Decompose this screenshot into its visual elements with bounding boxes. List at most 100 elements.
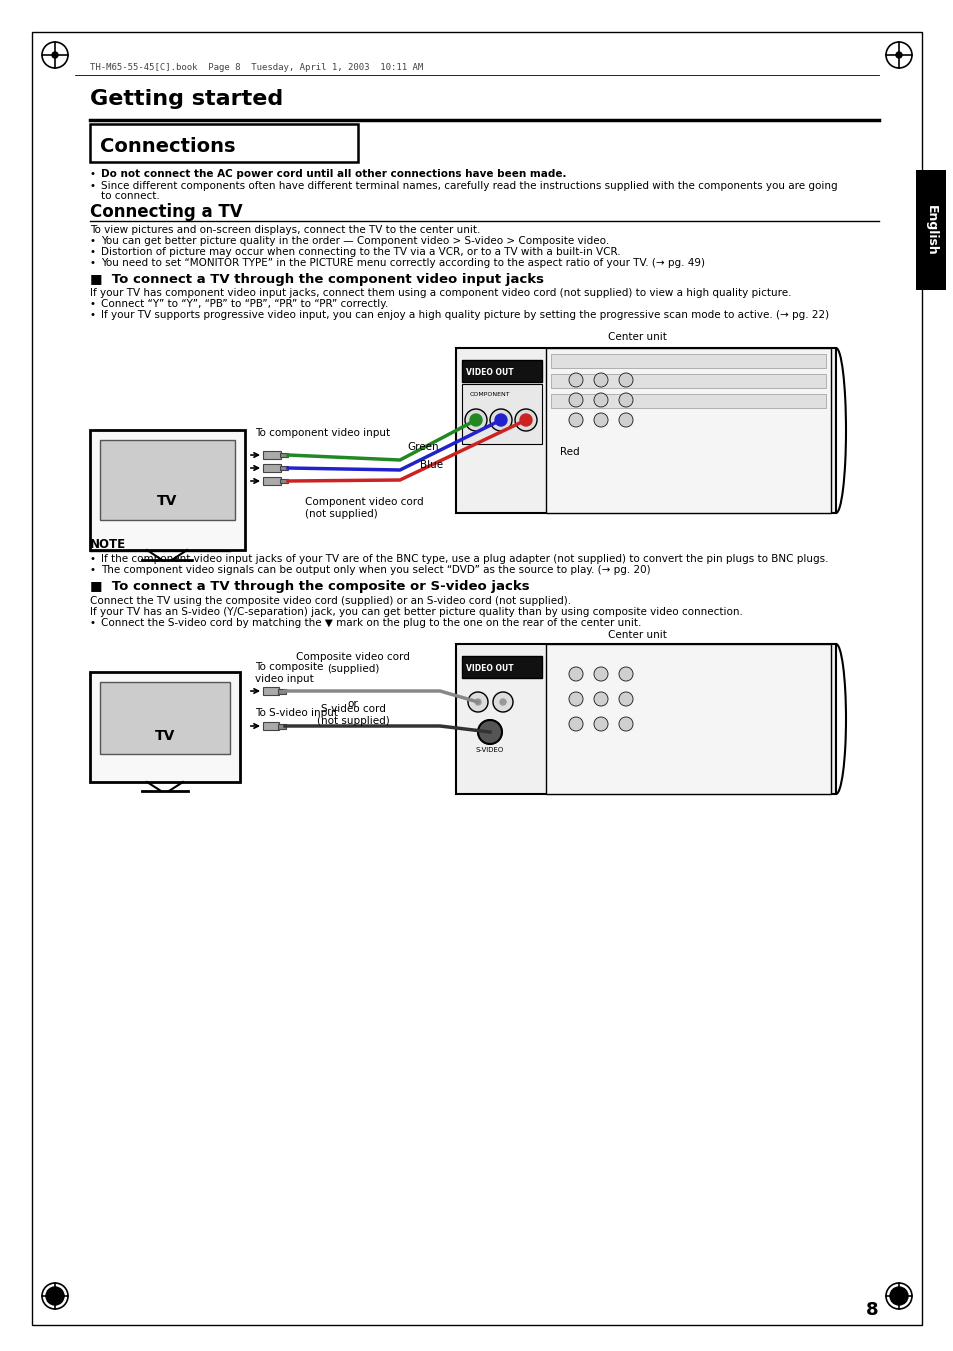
Bar — [551, 394, 825, 408]
Circle shape — [472, 416, 479, 423]
Text: Center unit: Center unit — [607, 332, 666, 342]
Circle shape — [477, 720, 501, 744]
Circle shape — [568, 393, 582, 407]
Bar — [280, 453, 288, 457]
Text: If your TV has an S-video (Y/C-separation) jack, you can get better picture qual: If your TV has an S-video (Y/C-separatio… — [90, 607, 742, 617]
Circle shape — [594, 667, 607, 681]
Text: Distortion of picture may occur when connecting to the TV via a VCR, or to a TV : Distortion of picture may occur when con… — [101, 247, 620, 257]
Bar — [456, 644, 835, 794]
Text: •: • — [90, 169, 96, 178]
Text: Connect “Y” to “Y”, “PB” to “PB”, “PR” to “PR” correctly.: Connect “Y” to “Y”, “PB” to “PB”, “PR” t… — [101, 299, 388, 309]
Bar — [461, 384, 541, 444]
Bar — [545, 349, 830, 513]
Circle shape — [497, 416, 504, 423]
Circle shape — [470, 413, 481, 426]
Circle shape — [618, 373, 633, 386]
Bar — [461, 657, 541, 678]
Bar — [90, 671, 240, 782]
Bar — [100, 440, 234, 520]
Bar — [263, 477, 281, 485]
Text: Do not connect the AC power cord until all other connections have been made.: Do not connect the AC power cord until a… — [101, 169, 566, 178]
Circle shape — [568, 692, 582, 707]
Text: Connect the TV using the composite video cord (supplied) or an S-video cord (not: Connect the TV using the composite video… — [90, 596, 571, 607]
Text: Component video cord
(not supplied): Component video cord (not supplied) — [305, 497, 423, 519]
Text: TV: TV — [154, 730, 175, 743]
Bar — [263, 451, 281, 459]
Text: or: or — [347, 698, 358, 709]
Text: COMPONENT: COMPONENT — [470, 392, 510, 397]
Text: •: • — [90, 181, 96, 190]
Text: Getting started: Getting started — [90, 89, 283, 109]
Text: •: • — [90, 247, 96, 257]
Bar — [551, 374, 825, 388]
Circle shape — [594, 692, 607, 707]
Circle shape — [52, 51, 58, 58]
Text: Blue: Blue — [419, 459, 442, 470]
Circle shape — [568, 717, 582, 731]
Bar — [545, 644, 830, 794]
Text: Connecting a TV: Connecting a TV — [90, 203, 242, 222]
Circle shape — [895, 51, 901, 58]
Bar — [100, 682, 230, 754]
Circle shape — [499, 698, 505, 705]
Text: You can get better picture quality in the order — Component video > S-video > Co: You can get better picture quality in th… — [101, 236, 609, 246]
Text: •: • — [90, 299, 96, 309]
Circle shape — [594, 393, 607, 407]
Text: S-video cord
(not supplied): S-video cord (not supplied) — [316, 704, 389, 725]
Circle shape — [618, 393, 633, 407]
Circle shape — [519, 413, 532, 426]
Bar — [263, 721, 278, 730]
Text: •: • — [90, 309, 96, 320]
Bar — [277, 724, 286, 728]
Bar — [90, 430, 245, 550]
Text: Connect the S-video cord by matching the ▼ mark on the plug to the one on the re: Connect the S-video cord by matching the… — [101, 617, 640, 628]
Circle shape — [475, 698, 480, 705]
Bar — [551, 354, 825, 367]
Bar — [277, 689, 286, 693]
Circle shape — [490, 409, 512, 431]
Text: •: • — [90, 617, 96, 628]
Bar — [263, 688, 278, 694]
Text: Composite video cord
(supplied): Composite video cord (supplied) — [295, 653, 410, 674]
Circle shape — [464, 409, 486, 431]
Text: VIDEO OUT: VIDEO OUT — [465, 663, 513, 673]
Text: TH-M65-55-45[C].book  Page 8  Tuesday, April 1, 2003  10:11 AM: TH-M65-55-45[C].book Page 8 Tuesday, Apr… — [90, 63, 423, 72]
Bar — [90, 124, 357, 162]
Circle shape — [52, 1293, 58, 1300]
Text: NOTE: NOTE — [90, 538, 126, 551]
Text: Green: Green — [407, 442, 438, 453]
Text: TV: TV — [156, 494, 177, 508]
Circle shape — [495, 413, 506, 426]
Text: Since different components often have different terminal names, carefully read t: Since different components often have di… — [101, 181, 837, 190]
Text: •: • — [90, 554, 96, 563]
Text: To component video input: To component video input — [254, 428, 390, 438]
Circle shape — [568, 413, 582, 427]
Circle shape — [618, 413, 633, 427]
Circle shape — [493, 692, 513, 712]
Text: •: • — [90, 236, 96, 246]
Text: To S-video input: To S-video input — [254, 708, 337, 717]
Bar — [280, 466, 288, 470]
Circle shape — [468, 692, 488, 712]
Text: VIDEO OUT: VIDEO OUT — [465, 367, 513, 377]
Bar — [456, 349, 835, 513]
Circle shape — [46, 1288, 64, 1305]
Circle shape — [889, 1288, 907, 1305]
Text: to connect.: to connect. — [101, 190, 159, 201]
Circle shape — [618, 692, 633, 707]
Text: If the component video input jacks of your TV are of the BNC type, use a plug ad: If the component video input jacks of yo… — [101, 554, 827, 563]
Text: To composite
video input: To composite video input — [254, 662, 323, 684]
Text: •: • — [90, 258, 96, 267]
Text: To view pictures and on-screen displays, connect the TV to the center unit.: To view pictures and on-screen displays,… — [90, 226, 480, 235]
Circle shape — [895, 1293, 901, 1300]
Circle shape — [568, 667, 582, 681]
Circle shape — [515, 409, 537, 431]
Text: You need to set “MONITOR TYPE” in the PICTURE menu correctly according to the as: You need to set “MONITOR TYPE” in the PI… — [101, 258, 704, 267]
Circle shape — [594, 717, 607, 731]
Text: ■  To connect a TV through the component video input jacks: ■ To connect a TV through the component … — [90, 273, 543, 286]
Text: If your TV has component video input jacks, connect them using a component video: If your TV has component video input jac… — [90, 288, 791, 299]
Text: Center unit: Center unit — [607, 630, 666, 640]
Circle shape — [618, 717, 633, 731]
Bar — [461, 359, 541, 382]
Text: S-VIDEO: S-VIDEO — [476, 747, 504, 753]
